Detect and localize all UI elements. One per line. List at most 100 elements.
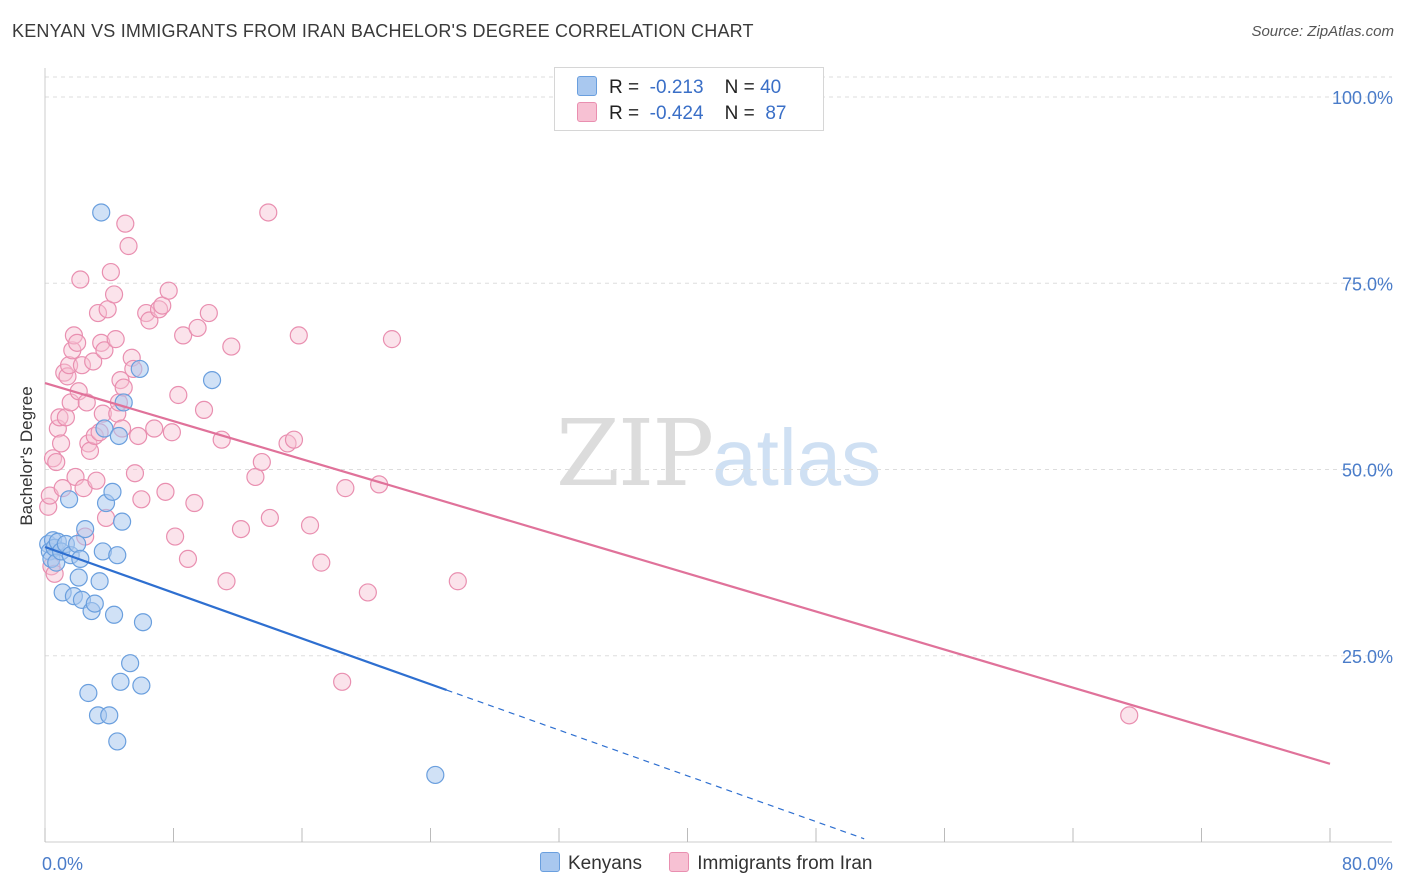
y-tick-label-75: 75.0% bbox=[1342, 274, 1393, 294]
iran-point bbox=[188, 318, 207, 338]
iran-point bbox=[79, 434, 98, 453]
iran-point bbox=[159, 281, 178, 300]
y-tick-label-100: 100.0% bbox=[1332, 88, 1393, 108]
iran-point bbox=[217, 572, 236, 591]
kenyan-point bbox=[108, 546, 127, 565]
kenyan-point bbox=[95, 419, 114, 438]
iran-point bbox=[104, 285, 124, 304]
kenyan-swatch bbox=[577, 76, 597, 96]
iran-point bbox=[231, 519, 251, 539]
kenyan-point bbox=[133, 613, 153, 632]
y-tick-label-25: 25.0% bbox=[1342, 647, 1393, 667]
kenyan-trend-extension bbox=[446, 689, 865, 840]
kenyan-point bbox=[202, 371, 222, 390]
kenyan-point bbox=[68, 534, 87, 554]
trend-lines bbox=[44, 382, 1331, 840]
chart-title: KENYAN VS IMMIGRANTS FROM IRAN BACHELOR'… bbox=[12, 21, 754, 41]
correlation-legend: R = -0.213 N = 40 R = -0.424 N = 87 bbox=[554, 67, 824, 131]
iran-point bbox=[47, 452, 66, 472]
iran-point bbox=[71, 270, 90, 289]
axes bbox=[44, 68, 1392, 843]
kenyan-n-label: N = bbox=[724, 77, 755, 98]
kenyan-point bbox=[426, 765, 445, 785]
iran-point bbox=[259, 203, 278, 222]
iran-point bbox=[284, 430, 304, 449]
iran-point bbox=[59, 356, 79, 375]
iran-point bbox=[212, 430, 231, 449]
iran-point bbox=[156, 482, 175, 501]
watermark-zip: ZIP bbox=[556, 400, 714, 507]
iran-point bbox=[106, 330, 125, 349]
iran-point bbox=[336, 479, 355, 498]
tick-labels: 25.0% 50.0% 75.0% 100.0% 0.0% 80.0% bbox=[42, 88, 1393, 874]
kenyan-point bbox=[103, 482, 122, 501]
iran-n-value: 87 bbox=[765, 103, 787, 124]
iran-point bbox=[50, 408, 69, 427]
kenyan-point bbox=[132, 676, 151, 695]
iran-point bbox=[169, 385, 188, 405]
iran-point bbox=[132, 490, 151, 509]
iran-point bbox=[162, 423, 181, 442]
legend-kenyan-swatch bbox=[540, 852, 560, 872]
iran-point bbox=[199, 303, 218, 323]
kenyan-point bbox=[100, 706, 119, 725]
kenyan-point bbox=[79, 683, 98, 703]
iran-point bbox=[51, 434, 71, 453]
kenyan-point bbox=[69, 568, 88, 587]
iran-point bbox=[87, 471, 106, 490]
kenyan-r-label: R = bbox=[609, 77, 640, 98]
legend-item-kenyans[interactable]: Kenyans bbox=[540, 852, 642, 875]
iran-n-label: N = bbox=[724, 103, 755, 124]
kenyan-point bbox=[109, 426, 128, 446]
iran-point bbox=[95, 341, 114, 360]
iran-point bbox=[1120, 706, 1139, 725]
iran-point bbox=[129, 426, 148, 446]
iran-r-value: -0.424 bbox=[649, 103, 704, 124]
iran-point bbox=[125, 464, 145, 483]
iran-point bbox=[448, 572, 467, 591]
kenyan-point bbox=[85, 594, 104, 613]
kenyan-point bbox=[108, 732, 127, 751]
iran-point bbox=[382, 330, 402, 349]
iran-point bbox=[358, 583, 377, 602]
series-legend: Kenyans Immigrants from Iran bbox=[540, 852, 895, 875]
iran-points bbox=[39, 203, 1139, 725]
kenyan-point bbox=[121, 654, 140, 673]
iran-point bbox=[101, 262, 120, 282]
iran-r-label: R = bbox=[609, 103, 640, 124]
source-label: Source: ZipAtlas.com bbox=[1251, 23, 1394, 40]
legend-iran-swatch bbox=[669, 852, 690, 872]
iran-point bbox=[116, 214, 135, 233]
watermark: ZIPatlas bbox=[556, 400, 881, 507]
kenyan-point bbox=[90, 572, 109, 591]
legend-row-kenyans: R = -0.213 N = 40 bbox=[577, 76, 781, 99]
iran-point bbox=[174, 326, 193, 345]
x-tick-label-min: 0.0% bbox=[42, 854, 83, 874]
iran-point bbox=[194, 400, 214, 419]
iran-point bbox=[289, 326, 308, 345]
iran-point bbox=[72, 356, 92, 375]
legend-row-iran: R = -0.424 N = 87 bbox=[577, 102, 786, 125]
iran-point bbox=[166, 527, 185, 546]
kenyan-point bbox=[104, 605, 124, 624]
x-tick-label-max: 80.0% bbox=[1342, 854, 1393, 874]
iran-point bbox=[185, 493, 204, 513]
iran-point bbox=[260, 508, 279, 528]
kenyan-point bbox=[76, 519, 95, 539]
grid-lines bbox=[45, 76, 1392, 657]
y-tick-label-50: 50.0% bbox=[1342, 461, 1393, 481]
iran-point bbox=[84, 352, 103, 371]
iran-point bbox=[88, 303, 108, 323]
iran-point bbox=[300, 516, 320, 535]
kenyan-trend-line bbox=[44, 545, 447, 692]
iran-point bbox=[77, 393, 96, 412]
iran-point bbox=[68, 333, 87, 352]
iran-point bbox=[222, 337, 241, 356]
legend-item-iran[interactable]: Immigrants from Iran bbox=[669, 852, 873, 875]
iran-swatch bbox=[577, 102, 597, 122]
iran-trend-line bbox=[44, 382, 1331, 765]
kenyan-point bbox=[59, 490, 79, 509]
legend-iran-label: Immigrants from Iran bbox=[697, 853, 873, 874]
iran-point bbox=[252, 452, 271, 472]
